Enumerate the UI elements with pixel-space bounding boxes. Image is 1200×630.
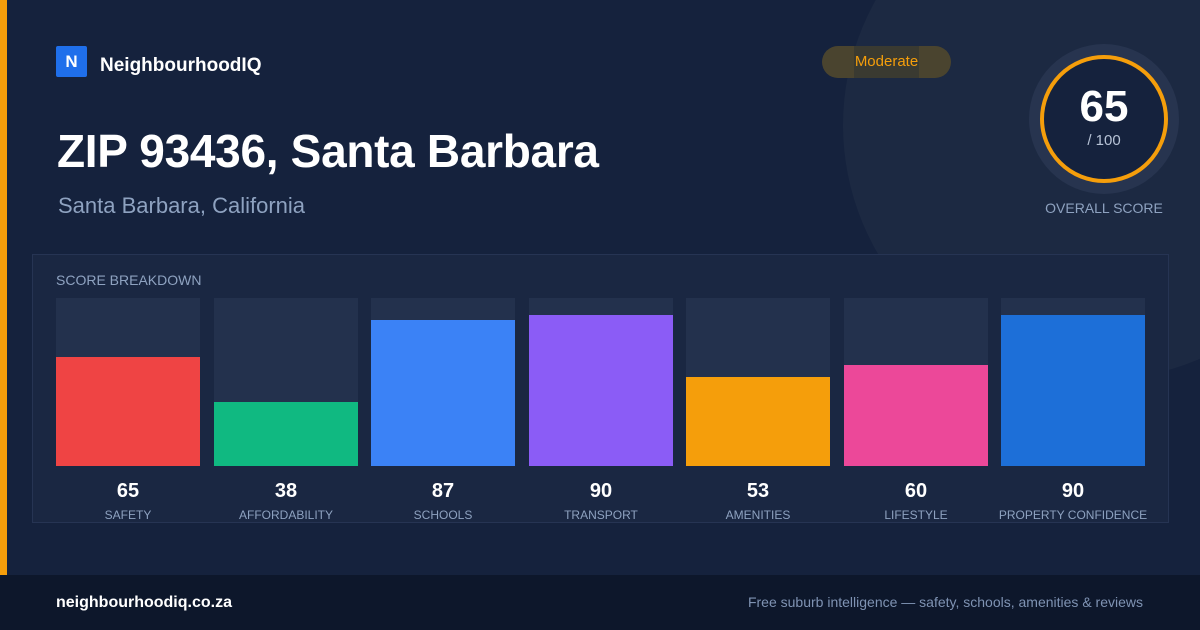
overall-score-value: 65 — [1079, 82, 1129, 131]
overall-score-label: OVERALL SCORE — [1045, 200, 1163, 216]
score-bar-label: TRANSPORT — [564, 508, 638, 522]
score-bar-label: AFFORDABILITY — [238, 508, 333, 522]
score-bar-label: SCHOOLS — [413, 508, 473, 522]
score-bar-fill — [214, 402, 358, 466]
score-bar-value: 60 — [904, 480, 928, 502]
score-bar-fill — [686, 376, 830, 466]
score-bar-schools: 87 SCHOOLS — [371, 298, 515, 523]
score-bar-transport: 90 TRANSPORT — [529, 298, 673, 523]
score-bar-property-confidence: 90 PROPERTY CONFIDENCE — [999, 298, 1147, 523]
score-bar-label: PROPERTY CONFIDENCE — [998, 508, 1148, 522]
score-bar-track — [214, 298, 358, 466]
score-bar-track — [529, 298, 673, 466]
score-bar-value: 90 — [1061, 480, 1085, 502]
score-bar-track — [844, 298, 988, 466]
score-bar-affordability: 38 AFFORDABILITY — [214, 298, 358, 523]
score-bar-label: LIFESTYLE — [884, 508, 948, 522]
rating-badge: Moderate — [822, 46, 951, 78]
score-bar-fill — [371, 319, 515, 466]
score-bar-value: 65 — [116, 480, 140, 502]
page-title: ZIP 93436, Santa Barbara — [57, 125, 599, 177]
score-bar-label: AMENITIES — [725, 508, 791, 522]
score-bar-fill — [1001, 314, 1145, 466]
share-card: N NeighbourhoodIQ ZIP 93436, Santa Barba… — [0, 0, 1180, 575]
brand-name: NeighbourhoodIQ — [100, 55, 262, 76]
score-bar-track — [686, 298, 830, 466]
score-bar-track — [1001, 298, 1145, 466]
overall-score-ring: 65 / 100 — [1028, 43, 1180, 195]
score-bar-value: 87 — [431, 480, 455, 502]
score-bar-fill — [529, 314, 673, 466]
score-bar-safety: 65 SAFETY — [56, 298, 200, 523]
score-bar-track — [56, 298, 200, 466]
accent-bar — [0, 0, 7, 575]
footer-tagline: Free suburb intelligence — safety, schoo… — [747, 594, 1143, 610]
score-bar-lifestyle: 60 LIFESTYLE — [844, 298, 988, 523]
footer-site-link[interactable]: neighbourhoodiq.co.za — [56, 594, 232, 611]
score-bar-fill — [844, 365, 988, 466]
score-breakdown-title: SCORE BREAKDOWN — [56, 272, 202, 288]
score-ring-graphic — [1029, 44, 1179, 194]
brand[interactable]: N NeighbourhoodIQ — [56, 46, 261, 77]
score-bar-amenities: 53 AMENITIES — [686, 298, 830, 523]
score-breakdown-panel: SCORE BREAKDOWN 65 SAFETY 38 AFFORDABILITY 8… — [32, 254, 1169, 523]
score-bar-value: 53 — [746, 480, 770, 502]
score-bar-value: 38 — [274, 480, 298, 502]
footer: neighbourhoodiq.co.za Free suburb intell… — [0, 575, 1200, 630]
score-bar-track — [371, 298, 515, 466]
brand-logo-icon: N — [56, 46, 87, 77]
score-bar-label: SAFETY — [104, 508, 152, 522]
overall-score-max: / 100 — [1087, 132, 1121, 149]
score-bar-fill — [56, 356, 200, 466]
rating-badge-label: Moderate — [854, 53, 919, 70]
score-bar-value: 90 — [589, 480, 613, 502]
location-subtitle: Santa Barbara, California — [58, 193, 306, 218]
